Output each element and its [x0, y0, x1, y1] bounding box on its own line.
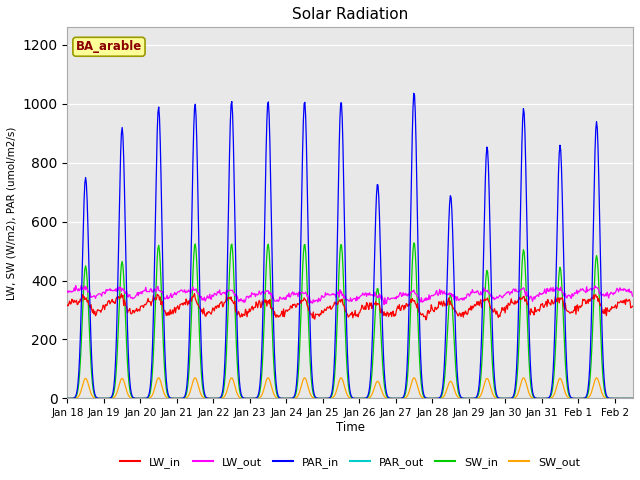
Y-axis label: LW, SW (W/m2), PAR (umol/m2/s): LW, SW (W/m2), PAR (umol/m2/s) [7, 126, 17, 300]
Text: BA_arable: BA_arable [76, 40, 142, 53]
Title: Solar Radiation: Solar Radiation [292, 7, 408, 22]
X-axis label: Time: Time [336, 421, 365, 434]
Legend: LW_in, LW_out, PAR_in, PAR_out, SW_in, SW_out: LW_in, LW_out, PAR_in, PAR_out, SW_in, S… [116, 452, 584, 472]
